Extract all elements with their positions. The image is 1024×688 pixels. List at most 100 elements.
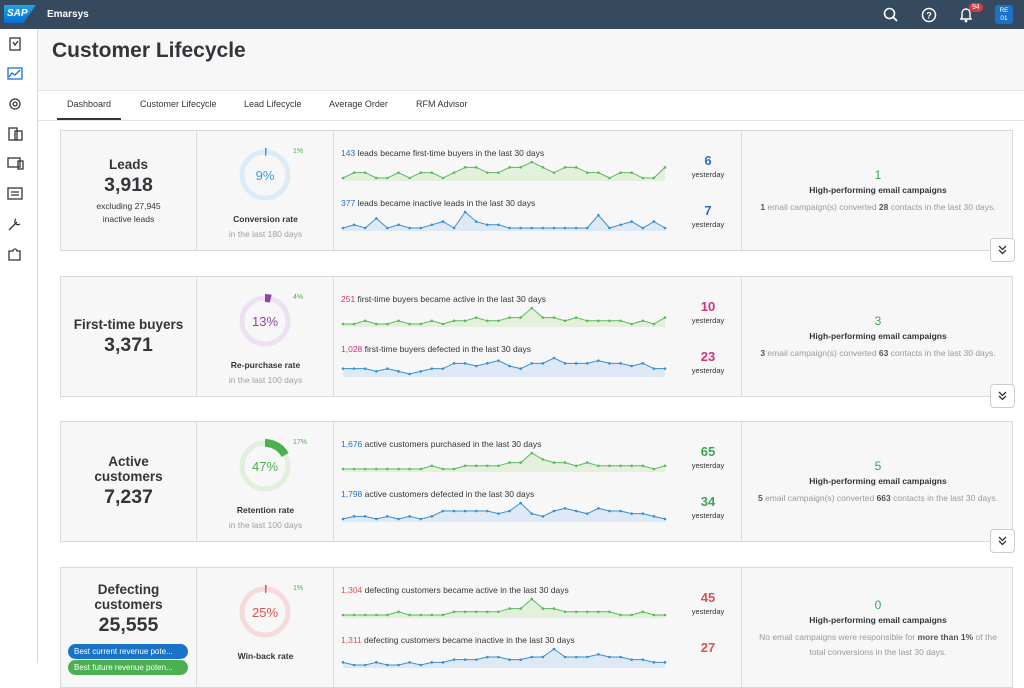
sparkline-point bbox=[575, 227, 578, 230]
nav-icon[interactable] bbox=[10, 99, 20, 109]
sparkline-point bbox=[542, 166, 545, 169]
sparkline-point bbox=[630, 171, 633, 174]
sparkline-point bbox=[386, 323, 389, 326]
sparkline bbox=[341, 306, 671, 328]
sparkline-point bbox=[342, 614, 345, 617]
trend-text: active customers defected in the last 30… bbox=[362, 489, 534, 499]
sparkline-point bbox=[353, 515, 356, 518]
trend-count: 143 bbox=[341, 148, 355, 158]
sparkline-area bbox=[343, 212, 665, 231]
segment-name: Leads bbox=[74, 157, 184, 172]
sparkline-point bbox=[442, 468, 445, 471]
campaign-description-part: email campaign(s) converted bbox=[765, 348, 879, 358]
trend-count: 1,028 bbox=[341, 344, 362, 354]
sparkline-point bbox=[386, 177, 389, 180]
nav-icon[interactable] bbox=[10, 38, 20, 50]
campaign-description-part: No email campaigns were responsible for bbox=[759, 632, 917, 642]
sparkline-point bbox=[497, 512, 500, 515]
sparkline-point bbox=[353, 468, 356, 471]
trend-count: 1,311 bbox=[341, 635, 362, 645]
gauge-center: 13% bbox=[252, 314, 278, 329]
chevron bbox=[999, 246, 1006, 254]
sparkline-point bbox=[519, 227, 522, 230]
expand-button[interactable] bbox=[990, 384, 1015, 408]
sparkline-point bbox=[419, 664, 422, 667]
sparkline-point bbox=[453, 510, 456, 513]
sparkline-point bbox=[397, 468, 400, 471]
sparkline-point bbox=[664, 166, 667, 169]
sparkline-point bbox=[664, 518, 667, 521]
sparkline-point bbox=[508, 461, 511, 464]
sparkline-point bbox=[586, 512, 589, 515]
gauge-period: in the last 100 days bbox=[197, 375, 334, 385]
nav-icon[interactable] bbox=[9, 219, 20, 230]
nav-icon[interactable] bbox=[8, 188, 22, 199]
sparkline bbox=[341, 647, 671, 669]
sparkline-point bbox=[408, 661, 411, 664]
sparkline-point bbox=[375, 468, 378, 471]
sparkline-point bbox=[597, 320, 600, 323]
sparkline-point bbox=[564, 166, 567, 169]
sparkline-point bbox=[608, 656, 611, 659]
help-icon[interactable]: ? bbox=[921, 7, 937, 23]
sparkline-point bbox=[486, 224, 489, 227]
sparkline-point bbox=[464, 611, 467, 614]
tab[interactable]: Average Order bbox=[329, 99, 388, 109]
sparkline-point bbox=[553, 227, 556, 230]
sparkline-point bbox=[653, 177, 656, 180]
expand-button[interactable] bbox=[990, 238, 1015, 262]
trend-text: first-time buyers became active in the l… bbox=[355, 294, 546, 304]
tab[interactable]: Lead Lifecycle bbox=[244, 99, 302, 109]
sparkline-point bbox=[530, 307, 533, 310]
logo[interactable]: SAP bbox=[4, 5, 36, 23]
page: {"header":{"logo":"SAP","product":"Emars… bbox=[0, 0, 1024, 663]
sparkline-point bbox=[542, 362, 545, 365]
sparkline-point bbox=[530, 512, 533, 515]
segment-pill[interactable]: Best current revenue pote... bbox=[68, 644, 188, 659]
search-icon[interactable] bbox=[883, 7, 899, 23]
sparkline-point bbox=[342, 661, 345, 664]
sparkline-point bbox=[497, 224, 500, 227]
sparkline-point bbox=[486, 171, 489, 174]
sparkline-area bbox=[343, 599, 665, 618]
segment-count: 3,918 bbox=[104, 174, 153, 197]
sparkline-point bbox=[397, 664, 400, 667]
sparkline-point bbox=[386, 468, 389, 471]
sparkline-point bbox=[630, 512, 633, 515]
sparkline-point bbox=[475, 365, 478, 368]
sparkline-point bbox=[619, 656, 622, 659]
sparkline-point bbox=[453, 320, 456, 323]
expand-button[interactable] bbox=[990, 529, 1015, 553]
segment-pill[interactable]: Best future revenue poten... bbox=[68, 660, 188, 675]
tab[interactable]: Dashboard bbox=[67, 99, 111, 109]
nav-icon[interactable] bbox=[8, 158, 23, 169]
gauge-arc bbox=[265, 443, 285, 455]
trend-yesterday-count: 65 bbox=[681, 444, 735, 459]
nav-icon[interactable] bbox=[9, 249, 20, 260]
sparkline-point bbox=[619, 320, 622, 323]
trend-text: first-time buyers defected in the last 3… bbox=[362, 344, 531, 354]
sparkline-point bbox=[453, 227, 456, 230]
sparkline-point bbox=[419, 323, 422, 326]
sparkline-point bbox=[342, 323, 345, 326]
campaign-title: High-performing email campaigns bbox=[742, 615, 1014, 625]
sparkline-point bbox=[397, 320, 400, 323]
tab[interactable]: RFM Advisor bbox=[416, 99, 468, 109]
sparkline-point bbox=[530, 452, 533, 455]
sparkline-point bbox=[553, 607, 556, 610]
nav-icon[interactable] bbox=[9, 128, 22, 140]
trend-label: 1,311 defecting customers became inactiv… bbox=[341, 635, 575, 645]
sparkline-point bbox=[497, 611, 500, 614]
trend-yesterday-count: 7 bbox=[681, 203, 735, 218]
sparkline-point bbox=[508, 365, 511, 368]
sparkline-point bbox=[630, 323, 633, 326]
tab[interactable]: Customer Lifecycle bbox=[140, 99, 217, 109]
trend-yesterday-label: yesterday bbox=[681, 607, 735, 616]
sparkline-point bbox=[475, 220, 478, 223]
trend-count: 377 bbox=[341, 198, 355, 208]
gauge: 1%9% bbox=[197, 131, 334, 211]
nav-icon[interactable] bbox=[8, 68, 22, 79]
